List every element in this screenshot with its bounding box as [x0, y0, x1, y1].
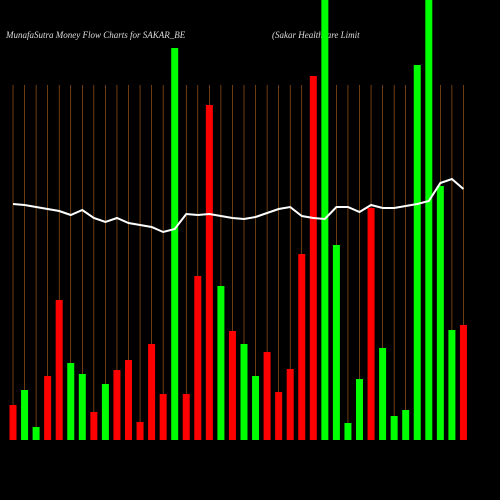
bar	[379, 348, 387, 440]
bar	[448, 330, 456, 440]
bar	[298, 254, 306, 440]
bar	[205, 105, 213, 440]
bar	[425, 0, 433, 440]
bar	[90, 412, 98, 440]
bar	[356, 379, 363, 440]
bar	[240, 344, 248, 440]
bar	[44, 376, 52, 440]
bar	[21, 390, 29, 440]
bar	[228, 331, 236, 440]
bar	[367, 208, 375, 440]
bar	[332, 245, 340, 440]
bar	[344, 423, 352, 440]
bar	[101, 384, 109, 440]
bar	[286, 369, 294, 440]
bar	[459, 325, 467, 440]
bar	[194, 276, 202, 440]
bar	[159, 394, 167, 440]
bar	[436, 186, 444, 440]
money-flow-line	[12, 177, 465, 234]
bar	[217, 286, 225, 440]
chart-subtitle: (Sakar Healthcare Limit	[272, 30, 360, 40]
bar	[413, 65, 421, 440]
bar	[67, 363, 75, 440]
bar	[182, 394, 190, 440]
bar	[32, 427, 40, 440]
bar	[125, 360, 132, 440]
bar	[402, 410, 410, 440]
chart-title: MunafaSutra Money Flow Charts for SAKAR_…	[5, 30, 186, 40]
bar	[309, 76, 317, 440]
bar	[171, 48, 179, 440]
bar	[275, 392, 283, 440]
bar	[390, 416, 398, 440]
bar	[113, 370, 121, 440]
bar	[252, 376, 260, 440]
bar	[9, 405, 17, 440]
bar	[263, 352, 271, 440]
bar	[148, 344, 156, 440]
bar	[78, 374, 86, 440]
bar	[55, 300, 63, 440]
bar	[136, 422, 144, 440]
